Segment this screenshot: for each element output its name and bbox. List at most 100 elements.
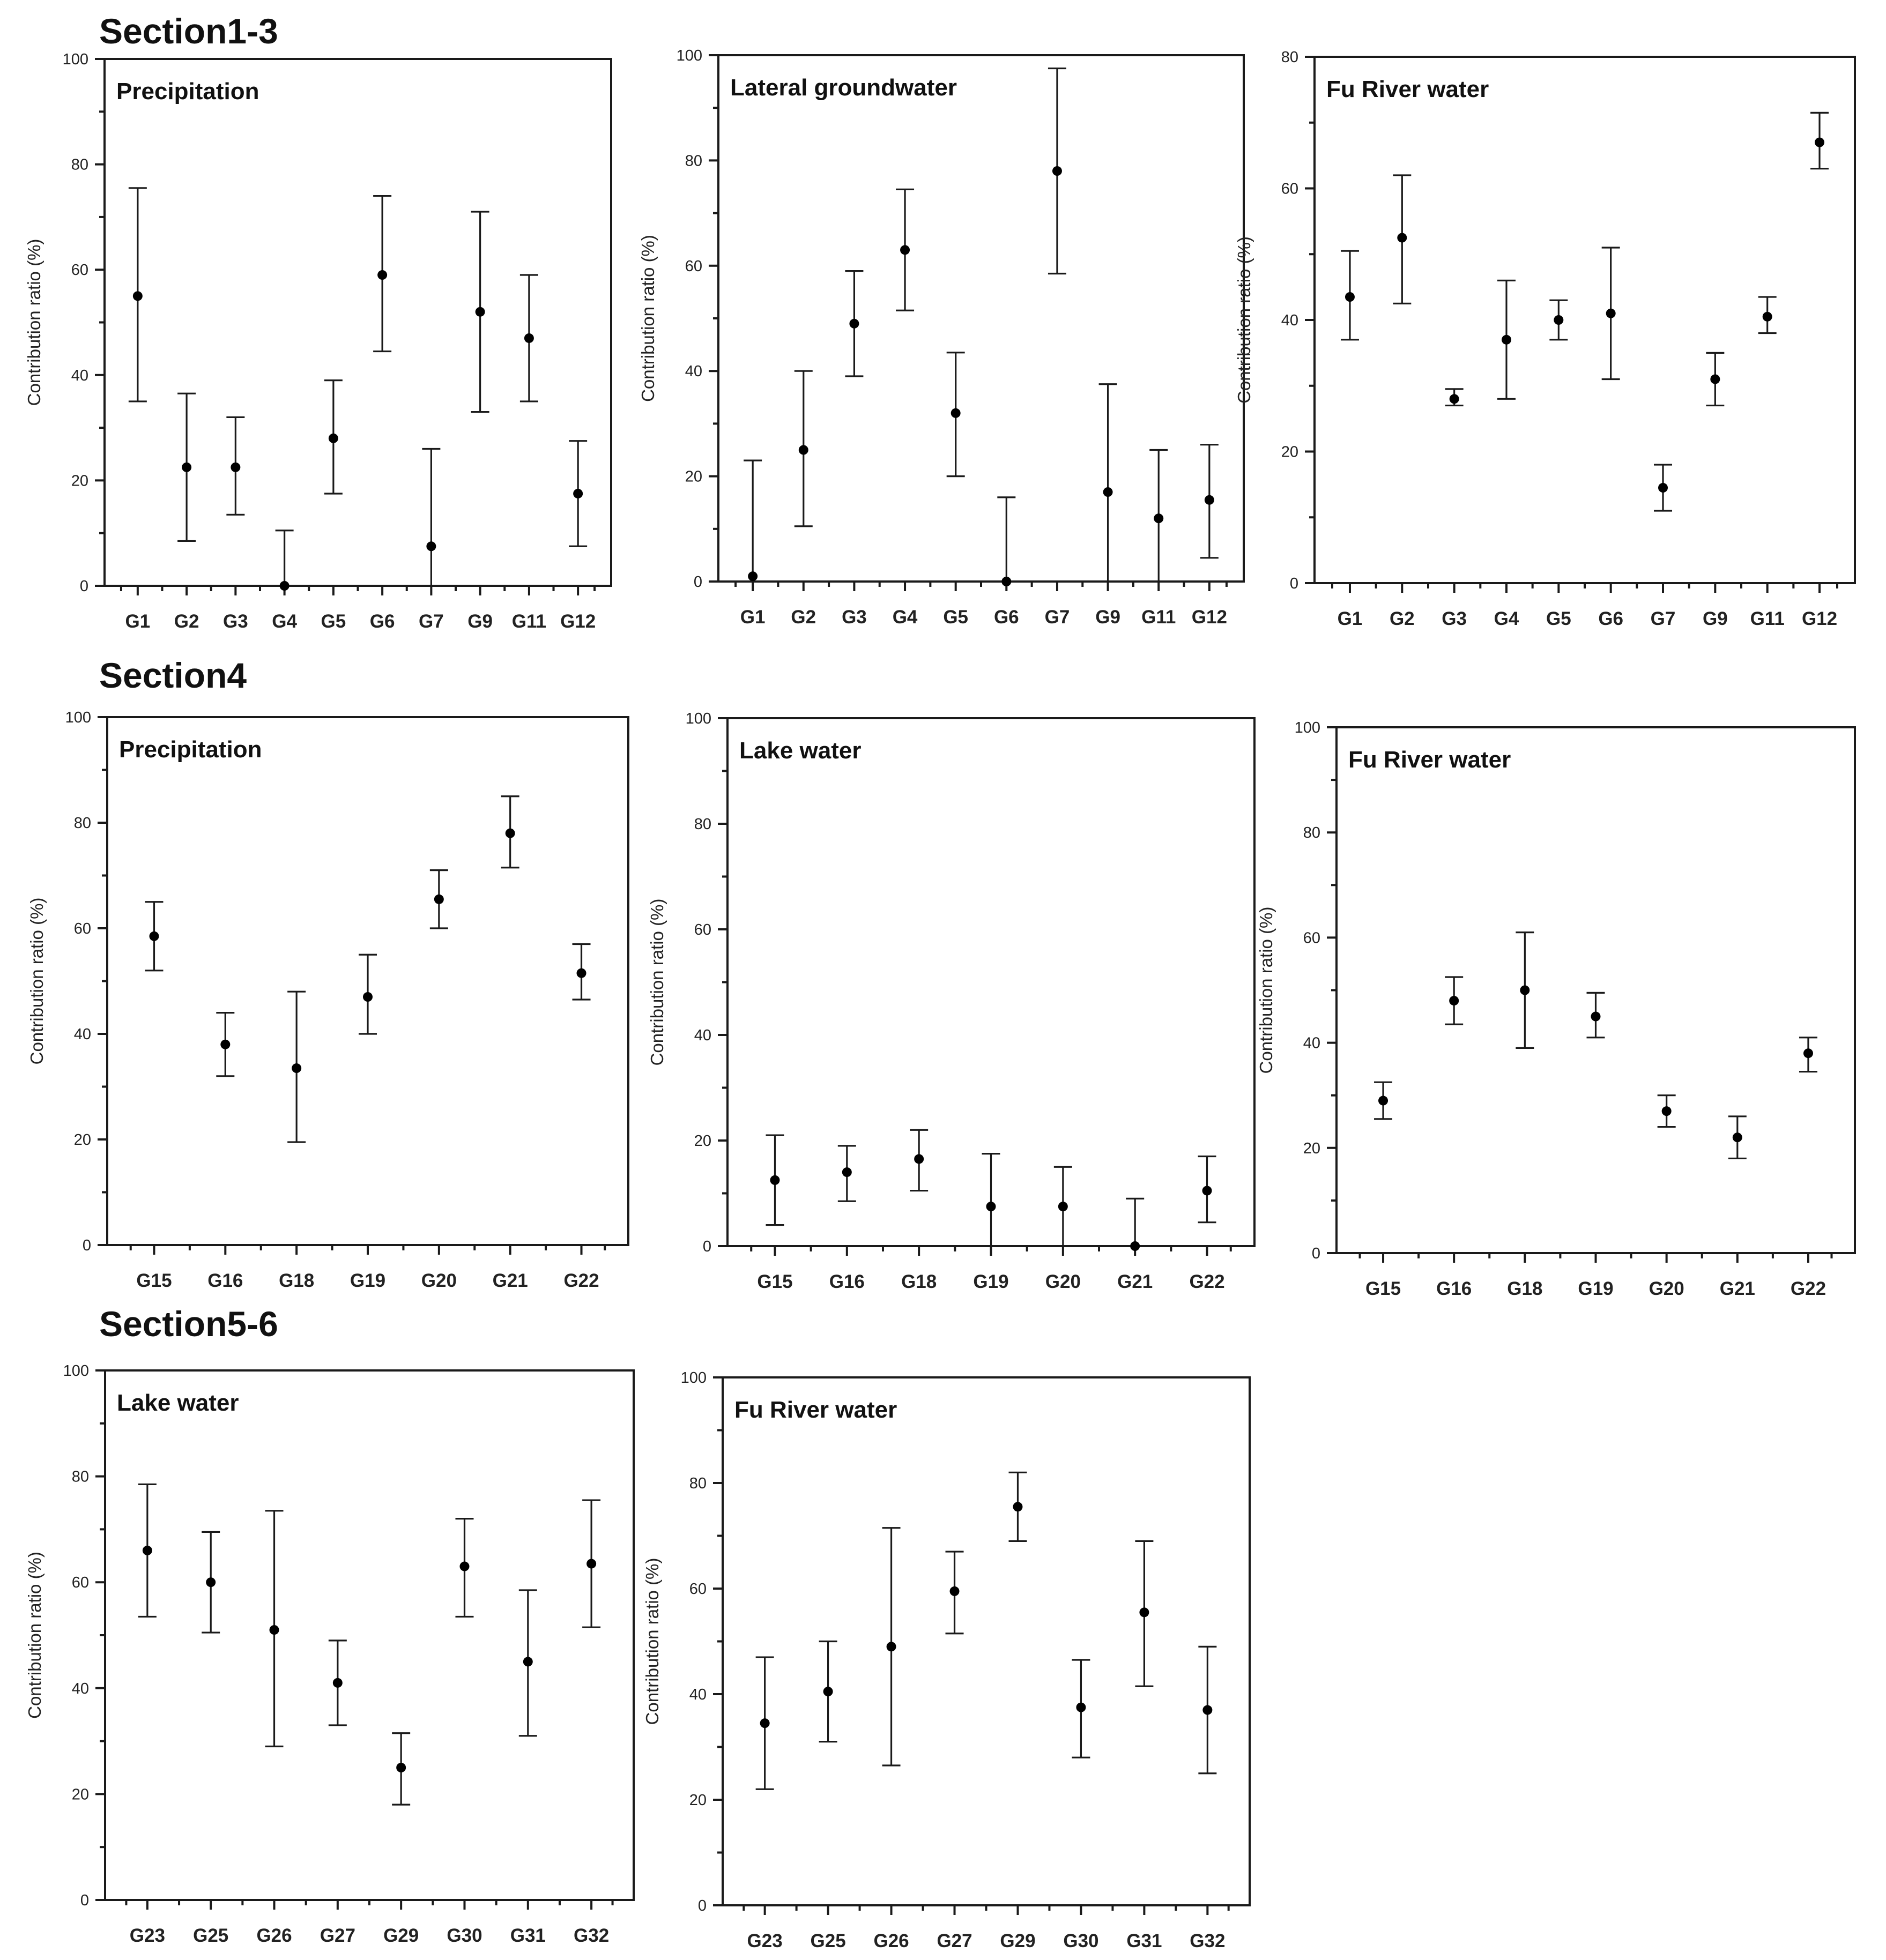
data-point-g32: [1202, 1705, 1213, 1715]
x-tick-label-g2: G2: [791, 607, 816, 628]
x-tick-label-g27: G27: [937, 1931, 972, 1951]
panel-title: Precipitation: [119, 736, 262, 763]
data-point-g30: [459, 1561, 470, 1571]
data-point-g11: [1154, 513, 1164, 524]
y-tick-label: 0: [1312, 1245, 1320, 1262]
y-tick-label: 20: [74, 1131, 91, 1149]
y-axis-label: Contribution ratio (%): [647, 899, 667, 1066]
data-point-g20: [1058, 1202, 1068, 1212]
y-tick-label: 60: [72, 1574, 89, 1591]
data-point-g22: [576, 968, 586, 978]
data-point-g4: [279, 581, 289, 591]
y-tick-label: 80: [1281, 49, 1298, 66]
y-tick-label: 0: [698, 1897, 707, 1914]
x-tick-label-g22: G22: [1189, 1271, 1224, 1292]
y-tick-label: 80: [1303, 824, 1320, 841]
x-tick-label-g7: G7: [1045, 607, 1070, 628]
data-point-g23: [142, 1545, 152, 1555]
y-tick-label: 80: [71, 156, 88, 174]
x-tick-label-g19: G19: [350, 1270, 385, 1291]
x-tick-label-g3: G3: [1442, 608, 1467, 629]
x-tick-label-g4: G4: [893, 607, 918, 628]
data-point-g18: [1520, 985, 1530, 995]
data-point-g3: [1449, 394, 1459, 404]
x-tick-label-g4: G4: [272, 611, 297, 632]
data-point-g5: [951, 408, 961, 418]
section-title-4: Section4: [99, 655, 247, 695]
y-axis-label: Contribution ratio (%): [642, 1558, 662, 1725]
y-tick-label: 60: [685, 258, 702, 275]
x-tick-label-g6: G6: [994, 607, 1019, 628]
data-point-g1: [1345, 292, 1355, 302]
data-point-g30: [1076, 1702, 1086, 1712]
data-point-g1: [748, 571, 758, 582]
data-point-g23: [760, 1718, 770, 1728]
section-title-1-3: Section1-3: [99, 11, 278, 51]
data-point-g9: [475, 307, 485, 317]
x-tick-label-g25: G25: [193, 1925, 228, 1946]
x-tick-label-g26: G26: [256, 1925, 292, 1946]
y-tick-label: 100: [681, 1369, 707, 1387]
y-tick-label: 40: [685, 363, 702, 380]
x-tick-label-g5: G5: [943, 607, 968, 628]
data-point-g2: [182, 462, 192, 472]
y-axis-label: Contribution ratio (%): [27, 898, 47, 1065]
y-tick-label: 80: [74, 815, 91, 832]
y-tick-label: 80: [72, 1469, 89, 1486]
x-tick-label-g21: G21: [1720, 1278, 1755, 1299]
y-tick-label: 100: [65, 709, 91, 726]
x-tick-label-g11: G11: [1141, 607, 1176, 628]
y-tick-label: 20: [72, 1786, 89, 1803]
data-point-g15: [149, 931, 159, 941]
x-tick-label-g21: G21: [493, 1270, 528, 1291]
y-tick-label: 60: [1281, 181, 1298, 198]
x-tick-label-g12: G12: [1192, 607, 1227, 628]
data-point-g2: [798, 445, 808, 455]
x-tick-label-g30: G30: [1063, 1931, 1098, 1951]
data-point-g5: [1554, 315, 1564, 325]
data-point-g16: [220, 1039, 231, 1049]
data-point-g18: [292, 1063, 302, 1074]
panel-title: Lake water: [739, 737, 861, 764]
data-point-g7: [1658, 483, 1668, 493]
y-tick-label: 60: [74, 920, 91, 937]
x-tick-label-g27: G27: [320, 1925, 355, 1946]
y-tick-label: 40: [694, 1027, 711, 1044]
data-point-g9: [1103, 487, 1113, 497]
data-point-g7: [426, 541, 436, 552]
y-tick-label: 40: [71, 367, 88, 384]
x-tick-label-g5: G5: [1546, 608, 1571, 629]
y-tick-label: 60: [71, 262, 88, 279]
y-tick-label: 80: [689, 1475, 707, 1492]
data-point-g6: [377, 270, 388, 280]
data-point-g15: [770, 1175, 780, 1185]
plot-frame: [722, 1376, 1251, 1906]
x-tick-label-g20: G20: [1649, 1278, 1684, 1299]
y-tick-label: 40: [74, 1026, 91, 1043]
data-point-g29: [396, 1763, 406, 1772]
data-point-g25: [823, 1687, 833, 1697]
y-tick-label: 20: [689, 1792, 707, 1809]
y-tick-label: 40: [689, 1686, 707, 1703]
data-point-g31: [523, 1657, 533, 1667]
y-tick-label: 40: [1303, 1035, 1320, 1052]
x-tick-label-g20: G20: [1045, 1271, 1081, 1292]
y-tick-label: 0: [1290, 575, 1298, 592]
y-tick-label: 20: [685, 468, 702, 486]
y-tick-label: 0: [694, 573, 702, 591]
x-tick-label-g2: G2: [1390, 608, 1415, 629]
data-point-g6: [1606, 308, 1616, 318]
data-point-g19: [1591, 1011, 1601, 1022]
data-point-g26: [886, 1642, 896, 1652]
data-point-g27: [949, 1586, 960, 1596]
data-point-g21: [1130, 1241, 1140, 1251]
data-point-g21: [1732, 1132, 1742, 1143]
data-point-g25: [206, 1577, 216, 1588]
x-tick-label-g25: G25: [811, 1931, 846, 1951]
panel-title: Fu River water: [1348, 747, 1511, 773]
x-tick-label-g15: G15: [136, 1270, 172, 1291]
